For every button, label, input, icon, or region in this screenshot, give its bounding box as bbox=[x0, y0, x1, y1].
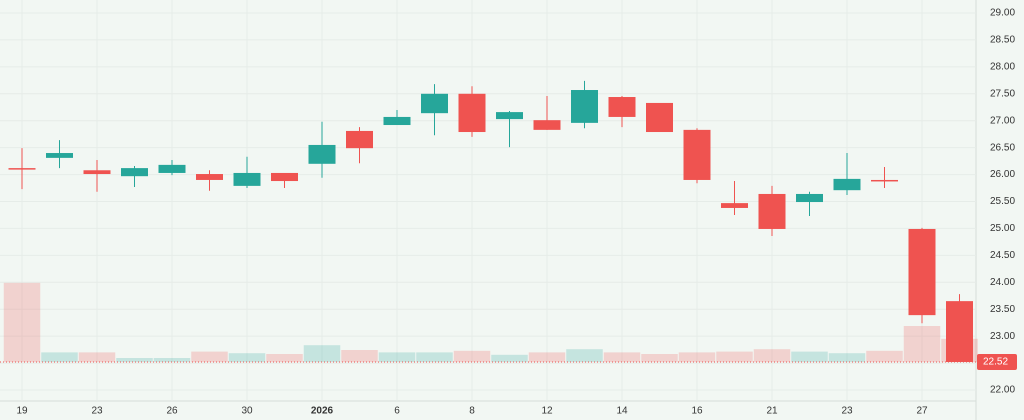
volume-bar bbox=[341, 350, 378, 362]
x-tick-label: 16 bbox=[691, 406, 703, 417]
candle-body bbox=[721, 203, 748, 208]
y-tick-label: 23.00 bbox=[990, 331, 1015, 342]
y-tick-label: 24.00 bbox=[990, 277, 1015, 288]
volume-bar bbox=[266, 354, 303, 362]
volume-bar bbox=[678, 352, 716, 362]
volume-bar bbox=[453, 350, 491, 362]
candle-body bbox=[758, 193, 786, 229]
last-price-badge bbox=[977, 353, 1017, 370]
x-tick-label: 2026 bbox=[311, 406, 334, 417]
candle-body bbox=[908, 228, 936, 316]
volume-bar bbox=[791, 351, 828, 362]
x-tick-label: 12 bbox=[541, 406, 553, 417]
last-price-label: 22.52 bbox=[983, 357, 1008, 368]
y-tick-label: 28.50 bbox=[990, 35, 1015, 46]
volume-bar bbox=[116, 358, 153, 362]
candle-body bbox=[346, 130, 373, 149]
x-tick-label: 21 bbox=[766, 406, 778, 417]
candle-body bbox=[271, 172, 298, 182]
y-tick-label: 23.50 bbox=[990, 304, 1015, 315]
y-tick-label: 29.00 bbox=[990, 8, 1015, 19]
x-tick-label: 14 bbox=[616, 406, 628, 417]
volume-bar bbox=[641, 354, 678, 362]
x-tick-label: 30 bbox=[241, 406, 253, 417]
y-tick-label: 22.00 bbox=[990, 385, 1015, 396]
x-tick-label: 8 bbox=[469, 406, 475, 417]
y-tick-label: 26.00 bbox=[990, 169, 1015, 180]
candle-body bbox=[121, 168, 148, 177]
candle-body bbox=[383, 116, 411, 126]
candle-body bbox=[533, 120, 561, 130]
volume-bar bbox=[378, 352, 416, 362]
volume-bar bbox=[753, 349, 791, 362]
x-tick-label: 23 bbox=[841, 406, 853, 417]
volume-bar bbox=[566, 349, 603, 362]
candle-body bbox=[833, 178, 861, 191]
volume-bar bbox=[303, 345, 341, 362]
candle-body bbox=[608, 97, 636, 117]
candle-body bbox=[83, 170, 111, 175]
candle-body bbox=[158, 164, 186, 173]
candle-body bbox=[796, 193, 823, 203]
candle-body bbox=[871, 179, 898, 182]
x-tick-label: 6 bbox=[394, 406, 400, 417]
x-tick-label: 27 bbox=[916, 406, 928, 417]
volume-bar bbox=[828, 353, 866, 362]
volume-bar bbox=[528, 352, 566, 362]
y-tick-label: 25.50 bbox=[990, 196, 1015, 207]
y-tick-label: 27.50 bbox=[990, 88, 1015, 99]
volume-bar bbox=[603, 352, 641, 362]
volume-bar bbox=[866, 350, 903, 362]
volume-bar bbox=[491, 354, 528, 362]
volume-bar bbox=[191, 351, 228, 362]
x-tick-label: 26 bbox=[166, 406, 178, 417]
volume-bar bbox=[903, 326, 941, 362]
y-tick-label: 25.00 bbox=[990, 223, 1015, 234]
volume-bar bbox=[153, 358, 191, 362]
candle-body bbox=[683, 129, 711, 180]
candle-body bbox=[308, 144, 336, 164]
volume-bar bbox=[716, 351, 753, 362]
y-tick-label: 28.00 bbox=[990, 61, 1015, 72]
candle-body bbox=[646, 102, 673, 133]
y-tick-label: 27.00 bbox=[990, 115, 1015, 126]
candle-body bbox=[233, 172, 261, 186]
candle-body bbox=[196, 174, 223, 180]
y-tick-label: 24.50 bbox=[990, 250, 1015, 261]
candle-body bbox=[8, 168, 36, 170]
volume-bar bbox=[416, 352, 453, 362]
x-tick-label: 19 bbox=[16, 406, 28, 417]
candle-body bbox=[46, 153, 73, 158]
candle-body bbox=[946, 301, 973, 362]
volume-bar bbox=[228, 353, 266, 362]
candle-body bbox=[421, 93, 448, 114]
x-tick-label: 23 bbox=[91, 406, 103, 417]
volume-bar bbox=[78, 352, 116, 362]
y-tick-label: 26.50 bbox=[990, 142, 1015, 153]
volume-bar bbox=[3, 282, 41, 362]
volume-bar bbox=[41, 352, 78, 362]
candle-body bbox=[571, 90, 598, 123]
candle-body bbox=[458, 93, 486, 133]
candle-body bbox=[496, 112, 523, 120]
